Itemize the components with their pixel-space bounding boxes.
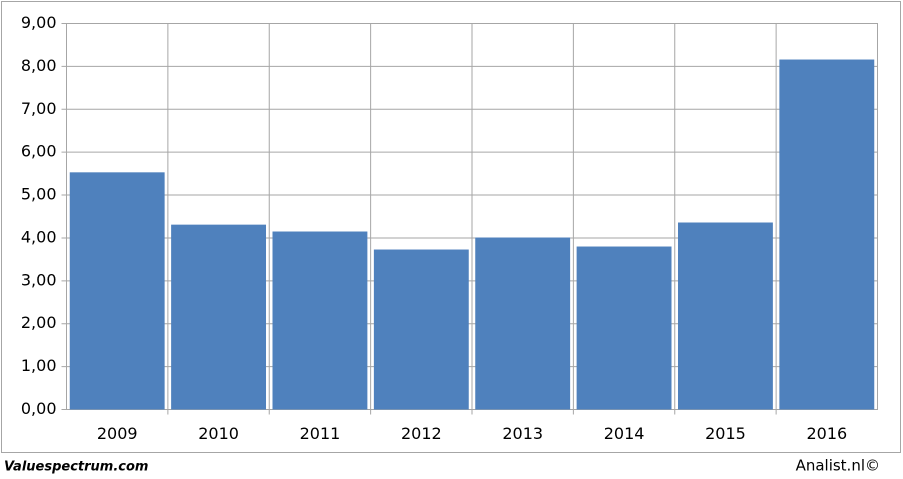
x-tick-label: 2010 <box>198 424 239 443</box>
bar <box>272 231 368 410</box>
y-tick-label: 8,00 <box>21 56 57 75</box>
y-tick-label: 0,00 <box>21 399 57 418</box>
x-tick-label: 2011 <box>300 424 341 443</box>
x-tick-label: 2009 <box>97 424 138 443</box>
y-tick-label: 2,00 <box>21 313 57 332</box>
source-right: Analist.nl© <box>796 457 880 475</box>
y-tick-label: 3,00 <box>21 270 57 289</box>
y-tick-label: 7,00 <box>21 99 57 118</box>
y-tick-label: 6,00 <box>21 142 57 161</box>
bar <box>677 222 773 410</box>
bar <box>475 237 571 410</box>
bar <box>779 59 875 410</box>
y-tick-label: 1,00 <box>21 356 57 375</box>
x-tick-label: 2015 <box>705 424 746 443</box>
y-tick-label: 5,00 <box>21 185 57 204</box>
bar <box>69 172 165 410</box>
x-tick-label: 2014 <box>604 424 645 443</box>
source-left: Valuespectrum.com <box>4 460 148 475</box>
bar <box>576 246 672 410</box>
bar <box>171 224 267 410</box>
x-tick-label: 2012 <box>401 424 442 443</box>
y-tick-label: 9,00 <box>21 13 57 32</box>
bar <box>373 249 469 410</box>
y-tick-label: 4,00 <box>21 227 57 246</box>
x-tick-label: 2013 <box>502 424 543 443</box>
x-tick-label: 2016 <box>806 424 847 443</box>
